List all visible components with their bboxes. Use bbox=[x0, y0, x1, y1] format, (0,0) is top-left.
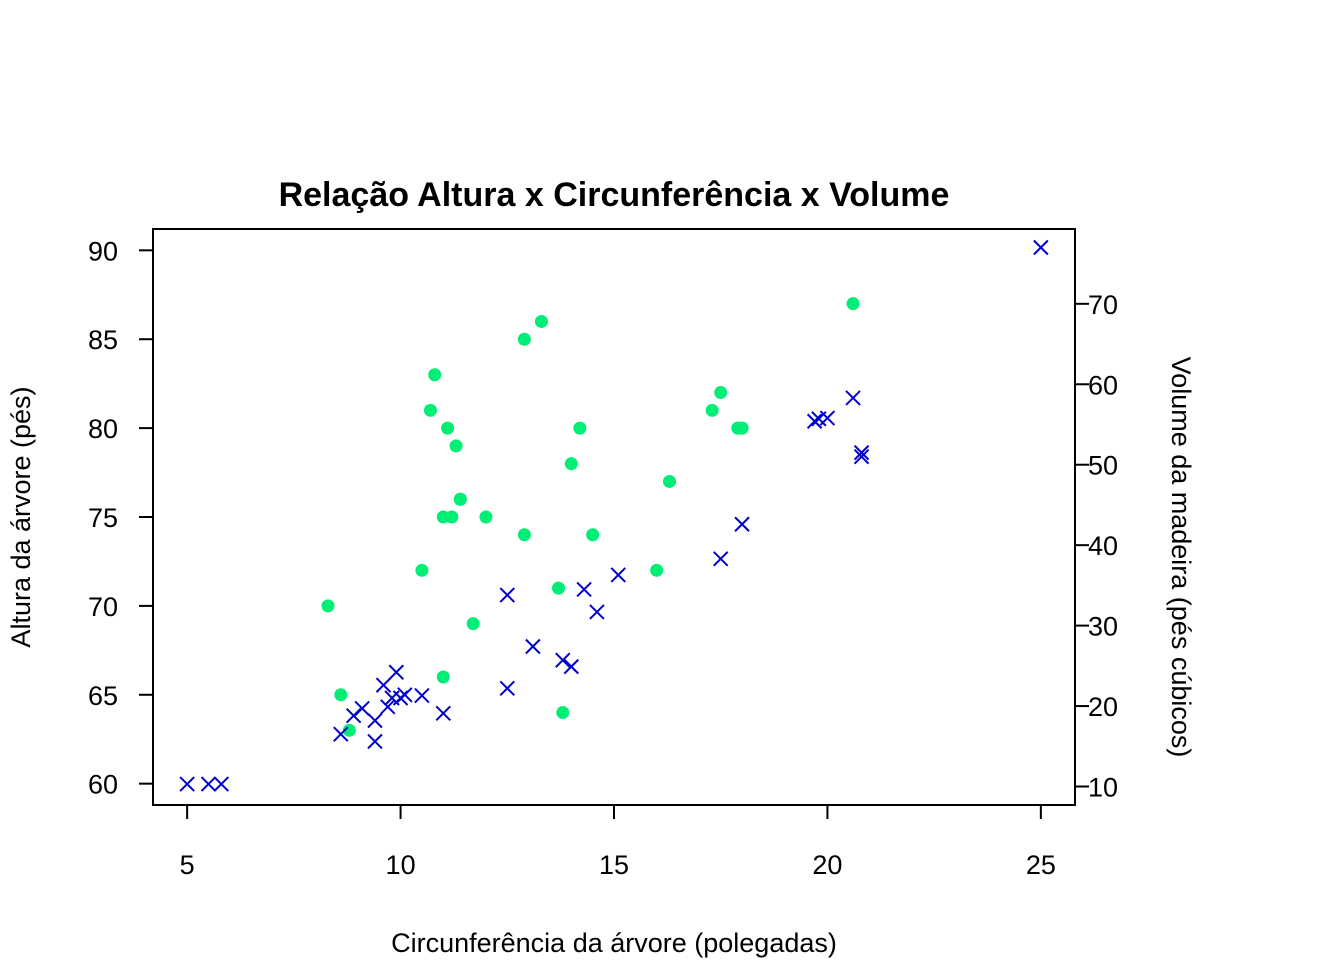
height-point bbox=[479, 510, 493, 524]
volume-point bbox=[525, 638, 541, 655]
height-point bbox=[428, 368, 442, 382]
volume-point bbox=[563, 658, 580, 675]
volume-point bbox=[713, 551, 729, 567]
volume-point bbox=[576, 581, 592, 598]
volume-point bbox=[819, 410, 836, 426]
volume-point bbox=[589, 604, 605, 620]
height-point bbox=[466, 617, 480, 631]
y-tick-label: 85 bbox=[88, 325, 118, 355]
volume-point bbox=[555, 652, 571, 668]
y2-tick-label: 20 bbox=[1088, 692, 1118, 722]
height-point bbox=[449, 439, 463, 453]
y2-tick-label: 10 bbox=[1088, 772, 1118, 802]
height-point bbox=[705, 403, 719, 417]
volume-point bbox=[845, 390, 861, 406]
y-tick-label: 65 bbox=[88, 681, 118, 711]
height-point bbox=[573, 421, 587, 435]
height-point bbox=[586, 528, 600, 542]
height-point bbox=[650, 563, 664, 577]
volume-point bbox=[367, 712, 383, 729]
volume-point bbox=[734, 516, 750, 532]
volume-point bbox=[333, 726, 349, 742]
volume-point bbox=[179, 776, 195, 792]
y2-tick-label: 30 bbox=[1088, 612, 1118, 642]
height-point bbox=[552, 581, 566, 595]
height-point bbox=[564, 457, 578, 471]
height-point bbox=[517, 332, 531, 346]
height-point bbox=[735, 421, 749, 435]
height-point bbox=[662, 474, 676, 488]
height-point bbox=[556, 706, 570, 720]
height-point bbox=[321, 599, 335, 613]
x-axis-label: Circunferência da árvore (polegadas) bbox=[391, 928, 837, 958]
volume-point bbox=[354, 700, 370, 717]
volume-point bbox=[367, 733, 383, 750]
y-tick-label: 60 bbox=[88, 770, 118, 800]
height-point bbox=[436, 670, 450, 684]
y2-tick-label: 50 bbox=[1088, 451, 1118, 481]
x-tick-label: 15 bbox=[599, 850, 629, 880]
volume-point bbox=[388, 664, 405, 680]
height-point bbox=[445, 510, 459, 524]
x-axis: 5 10 15 20 25 bbox=[180, 804, 1056, 880]
volume-point bbox=[499, 587, 515, 603]
height-point bbox=[334, 688, 348, 702]
height-point bbox=[714, 386, 728, 400]
volume-point bbox=[1033, 239, 1049, 256]
y2-tick-label: 70 bbox=[1088, 290, 1118, 320]
height-point bbox=[846, 297, 860, 311]
x-tick-label: 10 bbox=[386, 850, 416, 880]
y2-tick-label: 60 bbox=[1088, 370, 1118, 400]
y-tick-label: 90 bbox=[88, 236, 118, 266]
volume-point bbox=[397, 687, 413, 703]
volume-point bbox=[213, 776, 230, 792]
volume-point bbox=[853, 448, 870, 465]
volume-point bbox=[375, 677, 392, 693]
height-point bbox=[415, 563, 429, 577]
y-axis-label: Altura da árvore (pés) bbox=[6, 386, 36, 647]
y-tick-label: 75 bbox=[88, 503, 118, 533]
volume-point bbox=[499, 680, 515, 697]
y2-axis-label: Volume da madeira (pés cúbicos) bbox=[1166, 357, 1196, 758]
x-tick-label: 5 bbox=[180, 850, 195, 880]
volume-point bbox=[853, 444, 870, 461]
chart-title: Relação Altura x Circunferência x Volume bbox=[279, 176, 950, 214]
height-point bbox=[534, 314, 548, 328]
data-points bbox=[179, 239, 1049, 792]
height-point bbox=[517, 528, 531, 542]
volume-point bbox=[435, 705, 451, 721]
volume-point bbox=[380, 699, 396, 715]
volume-point bbox=[610, 567, 626, 583]
volume-point bbox=[806, 413, 823, 429]
volume-point bbox=[414, 687, 430, 704]
y-tick-label: 80 bbox=[88, 414, 118, 444]
height-point bbox=[342, 723, 356, 737]
y-tick-label: 70 bbox=[88, 592, 118, 622]
x-tick-label: 20 bbox=[812, 850, 842, 880]
height-point bbox=[441, 421, 455, 435]
x-tick-label: 25 bbox=[1026, 850, 1056, 880]
y-axis-right: 10 20 30 40 50 60 70 bbox=[1074, 290, 1118, 802]
y2-tick-label: 40 bbox=[1088, 531, 1118, 561]
height-point bbox=[453, 492, 467, 506]
plot-frame bbox=[152, 228, 1076, 806]
y-axis-left: 60 65 70 75 80 85 90 bbox=[88, 236, 154, 800]
height-point bbox=[423, 403, 437, 417]
volume-point bbox=[200, 776, 217, 792]
